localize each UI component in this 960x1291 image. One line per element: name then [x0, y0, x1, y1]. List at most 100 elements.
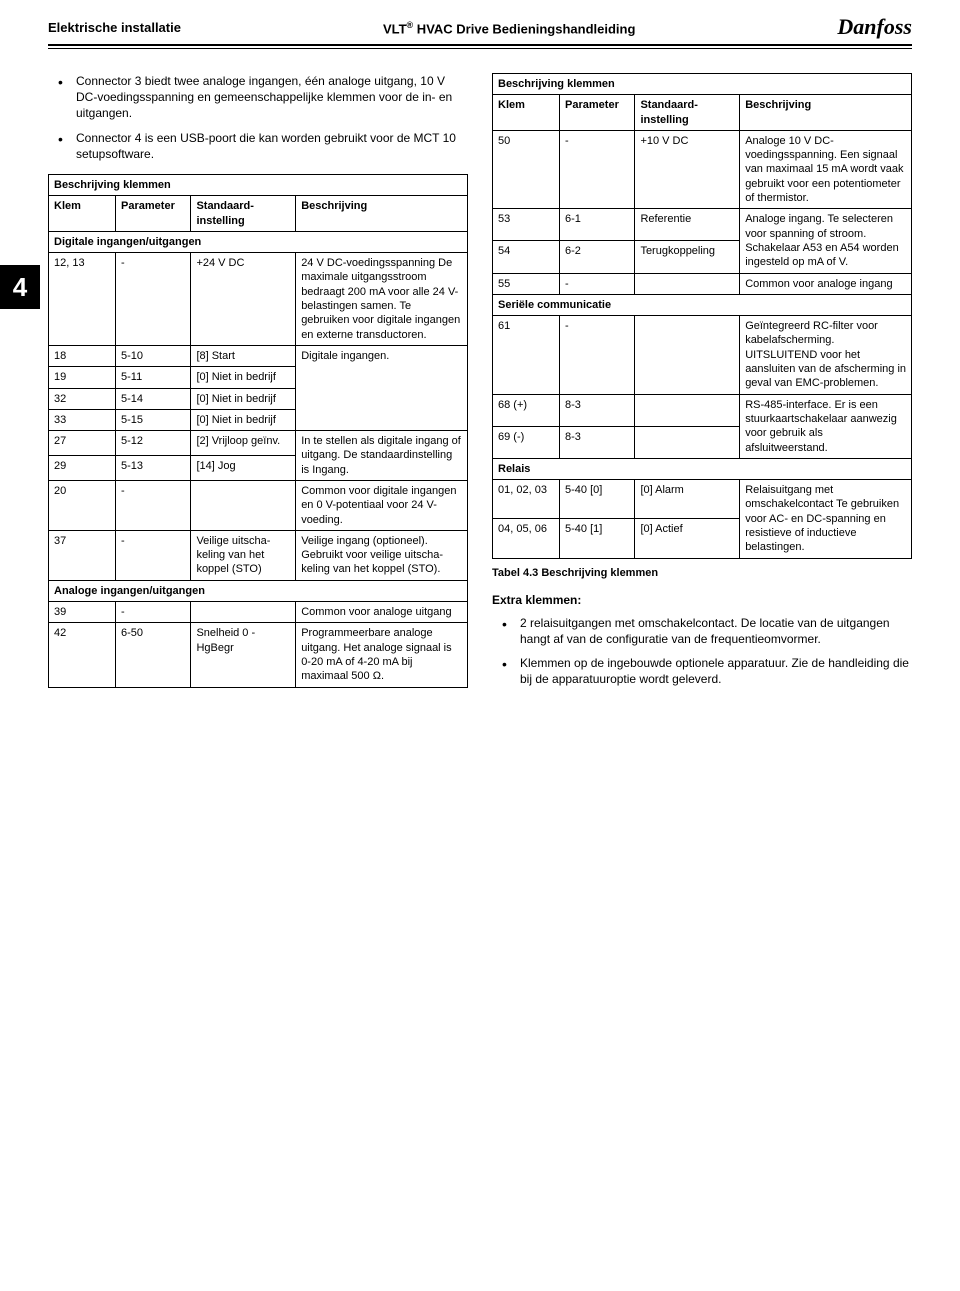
table-cell: 55 — [493, 273, 560, 294]
column-header: Beschrijving — [296, 196, 468, 232]
header-center-rest: HVAC Drive Bedieningshandleiding — [413, 21, 635, 36]
section-label: Analoge ingangen/uitgangen — [49, 580, 468, 601]
table-cell: [2] Vrijloop geïnv. — [191, 431, 296, 456]
column-right: Beschrijving klemmenKlemParameterStandaa… — [492, 73, 912, 699]
table-row: 39-Common voor analoge uitgang — [49, 602, 468, 623]
table-cell: 53 — [493, 209, 560, 241]
bottom-bullets: 2 relaisuitgangen met omschakelcontact. … — [492, 615, 912, 688]
section-label: Seriële communicatie — [493, 294, 912, 315]
table-cell-desc: Digitale ingangen. — [296, 345, 468, 430]
table-cell: [8] Start — [191, 345, 296, 366]
table-cell: 61 — [493, 316, 560, 394]
table-cell: 39 — [49, 602, 116, 623]
table-cell: 8-3 — [560, 426, 635, 458]
table-cell: +24 V DC — [191, 253, 296, 346]
column-header: Beschrijving — [740, 95, 912, 131]
top-bullets: Connector 3 biedt twee analoge ingangen,… — [48, 73, 468, 162]
table-cell: 04, 05, 06 — [493, 519, 560, 558]
header-center-prefix: VLT — [383, 21, 407, 36]
table-cell: 32 — [49, 388, 116, 409]
table-title: Beschrijving klemmen — [493, 74, 912, 95]
table-cell: 37 — [49, 530, 116, 580]
table-cell: [0] Niet in bedrijf — [191, 367, 296, 388]
table-cell: [0] Actief — [635, 519, 740, 558]
table-cell: - — [560, 130, 635, 208]
table-cell-desc: In te stellen als digitale ingang of uit… — [296, 431, 468, 481]
table-row: 01, 02, 035-40 [0][0] AlarmRelaisuitgang… — [493, 480, 912, 519]
table-cell-desc: Common voor digitale ingangen en 0 V-pot… — [296, 480, 468, 530]
table-cell: - — [116, 530, 191, 580]
table-cell: - — [560, 273, 635, 294]
extra-heading: Extra klemmen: — [492, 593, 912, 607]
table-cell: 68 (+) — [493, 394, 560, 426]
brand-logo: Danfoss — [837, 14, 912, 40]
table-cell — [191, 602, 296, 623]
table-cell: 54 — [493, 241, 560, 273]
table-cell: 01, 02, 03 — [493, 480, 560, 519]
table-row: 536-1ReferentieAnaloge ingang. Te select… — [493, 209, 912, 241]
table-cell: 18 — [49, 345, 116, 366]
table-cell: - — [560, 316, 635, 394]
table-cell: 8-3 — [560, 394, 635, 426]
table-cell: 42 — [49, 623, 116, 687]
table-cell: 5-12 — [116, 431, 191, 456]
table-row: 20-Common voor digitale ingangen en 0 V-… — [49, 480, 468, 530]
page-header: Elektrische installatie VLT® HVAC Drive … — [48, 20, 912, 46]
table-cell: +10 V DC — [635, 130, 740, 208]
table-cell: Snelheid 0 - HgBegr — [191, 623, 296, 687]
table-cell: 20 — [49, 480, 116, 530]
table-cell: 27 — [49, 431, 116, 456]
table-cell: - — [116, 602, 191, 623]
table-cell: Terugkoppeling — [635, 241, 740, 273]
table-cell: 50 — [493, 130, 560, 208]
table-cell: Veilige uitscha­keling van het koppel (S… — [191, 530, 296, 580]
table-cell-desc: RS-485-interface. Er is een stuurkaart­s… — [740, 394, 912, 458]
column-header: Klem — [49, 196, 116, 232]
table-cell: 19 — [49, 367, 116, 388]
bullet-item: 2 relaisuitgangen met omschakelcontact. … — [492, 615, 912, 647]
table-cell — [635, 316, 740, 394]
table-cell: [14] Jog — [191, 456, 296, 481]
table-cell — [635, 394, 740, 426]
table-row: 37-Veilige uitscha­keling van het koppel… — [49, 530, 468, 580]
table-row: 426-50Snelheid 0 - HgBegrProgrammeerbare… — [49, 623, 468, 687]
header-center: VLT® HVAC Drive Bedieningshandleiding — [383, 20, 635, 36]
table-cell: 33 — [49, 409, 116, 430]
table-cell: 5-10 — [116, 345, 191, 366]
table-row: 68 (+)8-3RS-485-interface. Er is een stu… — [493, 394, 912, 426]
table-title: Beschrijving klemmen — [49, 174, 468, 195]
table-cell: 5-40 [1] — [560, 519, 635, 558]
table-row: 185-10[8] StartDigitale ingangen. — [49, 345, 468, 366]
table-cell — [191, 480, 296, 530]
column-header: Standaard­instelling — [635, 95, 740, 131]
table-cell: 6-1 — [560, 209, 635, 241]
section-label: Relais — [493, 458, 912, 479]
terminal-table-right: Beschrijving klemmenKlemParameterStandaa… — [492, 73, 912, 559]
bullet-item: Connector 3 biedt twee analoge ingangen,… — [48, 73, 468, 122]
table-cell-desc: Analoge ingang. Te selecteren voor spann… — [740, 209, 912, 273]
table-row: 55- Common voor analoge ingang — [493, 273, 912, 294]
table-cell: Referentie — [635, 209, 740, 241]
table-cell-desc: Veilige ingang (optioneel). Gebruikt voo… — [296, 530, 468, 580]
table-cell: 29 — [49, 456, 116, 481]
table-cell — [635, 273, 740, 294]
table-row: 61-Geïntegreerd RC-filter voor kabelafsc… — [493, 316, 912, 394]
table-cell: - — [116, 253, 191, 346]
column-left: Connector 3 biedt twee analoge ingangen,… — [48, 73, 468, 699]
table-cell: 5-40 [0] — [560, 480, 635, 519]
table-row: 50-+10 V DCAnaloge 10 V DC-voedingsspann… — [493, 130, 912, 208]
table-cell-desc: Common voor analoge ingang — [740, 273, 912, 294]
table-cell: 69 (-) — [493, 426, 560, 458]
column-header: Parameter — [116, 196, 191, 232]
table-cell: [0] Niet in bedrijf — [191, 388, 296, 409]
table-cell — [635, 426, 740, 458]
table-cell-desc: Programmeerbare analoge uitgang. Het ana… — [296, 623, 468, 687]
table-cell: 6-2 — [560, 241, 635, 273]
column-header: Parameter — [560, 95, 635, 131]
page: Elektrische installatie VLT® HVAC Drive … — [0, 0, 960, 739]
table-cell-desc: 24 V DC-voedings­spanning De maximale ui… — [296, 253, 468, 346]
column-header: Klem — [493, 95, 560, 131]
table-cell-desc: Analoge 10 V DC-voedingsspanning. Een si… — [740, 130, 912, 208]
table-row: 12, 13-+24 V DC24 V DC-voedings­spanning… — [49, 253, 468, 346]
table-cell: [0] Niet in bedrijf — [191, 409, 296, 430]
